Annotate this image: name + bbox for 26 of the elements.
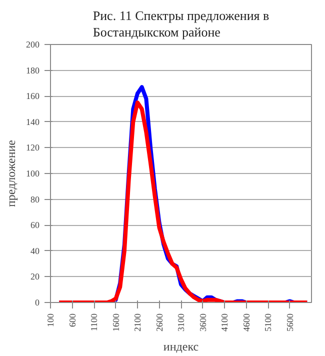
y-tick-label: 80 bbox=[30, 194, 40, 204]
chart-title: Рис. 11 Спектры предложения в Бостандыкском районе bbox=[92, 8, 270, 40]
y-tick-label: 160 bbox=[26, 91, 40, 102]
x-tick-label: 3100 bbox=[176, 313, 186, 332]
x-tick-label: 1100 bbox=[89, 313, 99, 332]
x-tick-label: 5100 bbox=[263, 313, 273, 332]
x-tick-label: 3600 bbox=[198, 313, 208, 332]
x-tick-label: 4600 bbox=[241, 313, 252, 332]
x-tick-label: 1600 bbox=[110, 313, 121, 332]
y-tick-label: 100 bbox=[26, 168, 40, 178]
x-tick-label: 600 bbox=[67, 313, 78, 327]
y-tick-label: 180 bbox=[26, 65, 40, 76]
x-tick-label: 100 bbox=[46, 313, 56, 327]
y-tick-label: 0 bbox=[35, 298, 40, 308]
x-tick-label: 2100 bbox=[132, 313, 142, 332]
y-axis-title: предложение bbox=[4, 140, 18, 208]
x-axis-title: индекс bbox=[163, 340, 199, 354]
y-tick-label: 60 bbox=[30, 220, 40, 230]
y-tick-label: 120 bbox=[26, 142, 40, 153]
x-tick-label: 5600 bbox=[284, 313, 295, 332]
y-tick-label: 140 bbox=[26, 116, 40, 127]
y-tick-label: 20 bbox=[30, 272, 40, 282]
x-tick-label: 2600 bbox=[154, 313, 164, 332]
y-tick-label: 40 bbox=[30, 246, 40, 256]
y-tick-label: 200 bbox=[26, 40, 40, 50]
x-tick-label: 4100 bbox=[220, 313, 230, 332]
